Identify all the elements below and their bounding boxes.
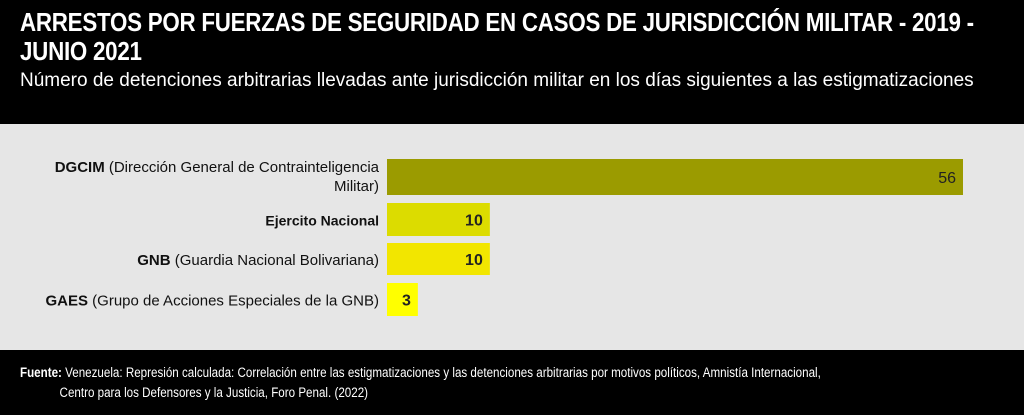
value-label-2: 10 — [465, 252, 483, 269]
category-label-3: GAES (Grupo de Acciones Especiales de la… — [46, 293, 380, 310]
bar-1 — [387, 203, 490, 236]
source-note: Fuente: Venezuela: Represión calculada: … — [20, 363, 880, 403]
category-label-2: GNB (Guardia Nacional Bolivariana) — [137, 252, 379, 269]
bar-chart: 56 DGCIM (Dirección General de Contrainte… — [46, 159, 963, 316]
source-label: Fuente: — [20, 365, 62, 380]
category-label-0: DGCIM (Dirección General de Contrainteli… — [55, 159, 380, 176]
category-label-1: Ejercito Nacional — [265, 213, 379, 229]
value-label-0: 56 — [938, 170, 956, 187]
chart-title-text: ARRESTOS POR FUERZAS DE SEGURIDAD EN CAS… — [20, 7, 974, 66]
chart-subtitle: Número de detenciones arbitrarias llevad… — [20, 70, 974, 91]
value-label-1: 10 — [465, 213, 483, 230]
footer: Fuente: Venezuela: Represión calculada: … — [0, 350, 1024, 415]
header: ARRESTOS POR FUERZAS DE SEGURIDAD EN CAS… — [0, 0, 1024, 124]
plot-area: 56 DGCIM (Dirección General de Contrainte… — [0, 124, 1024, 350]
value-label-3: 3 — [402, 293, 411, 310]
source-text-1: Venezuela: Represión calculada: Correlac… — [61, 365, 821, 380]
chart-title: ARRESTOS POR FUERZAS DE SEGURIDAD EN CAS… — [20, 8, 974, 66]
source-line-1: Fuente: Venezuela: Represión calculada: … — [20, 363, 880, 383]
bar-3 — [387, 283, 418, 316]
bar-2 — [387, 243, 490, 275]
source-line-2: Centro para los Defensores y la Justicia… — [59, 385, 369, 400]
category-label-0-line2: Militar) — [334, 178, 379, 195]
bar-0 — [387, 159, 963, 195]
